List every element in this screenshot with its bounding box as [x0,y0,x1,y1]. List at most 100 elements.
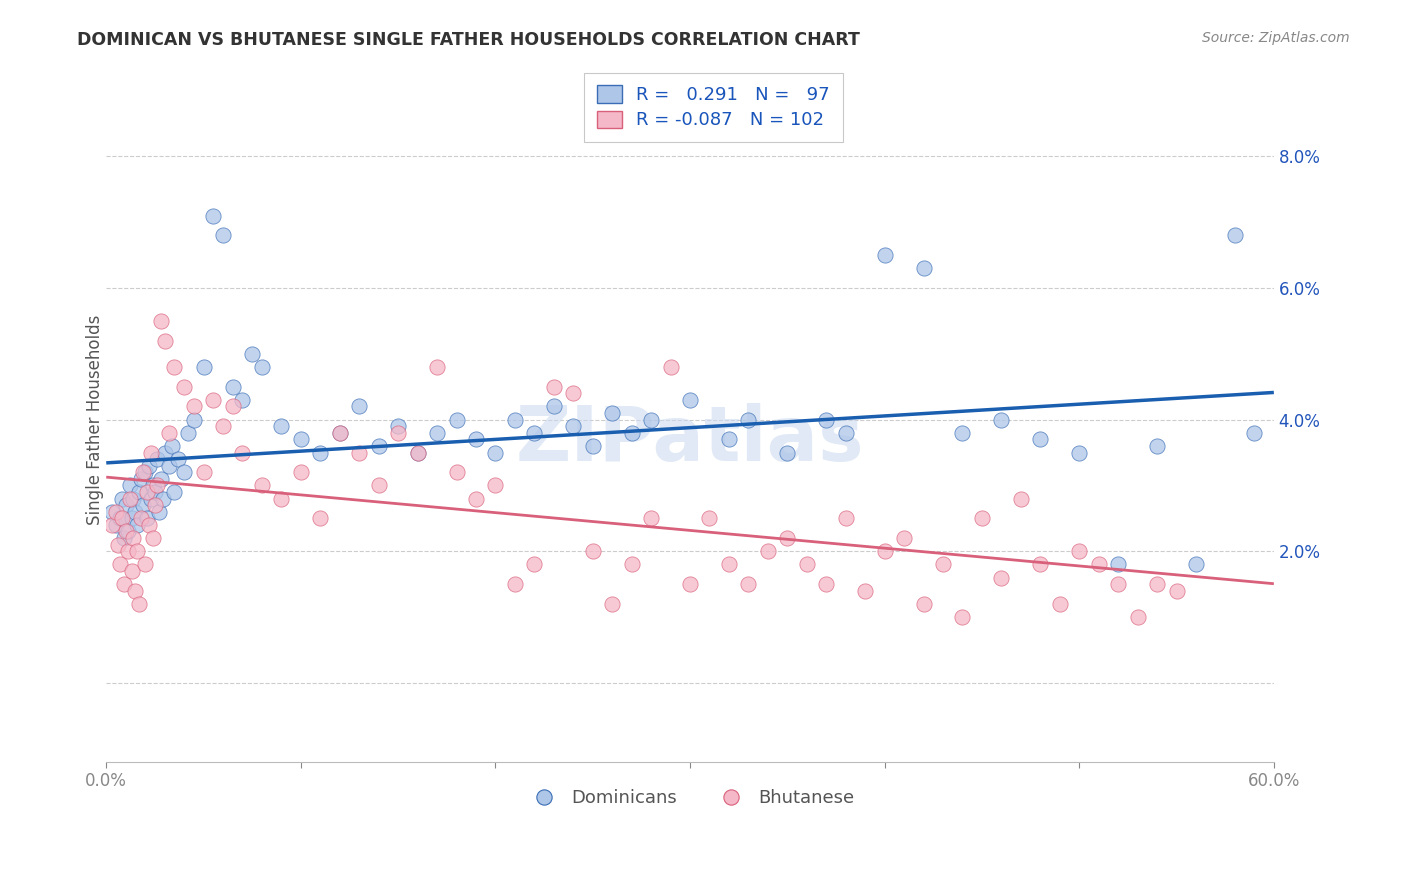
Point [446,412,468,426]
Point [699,511,721,525]
Point [231,445,253,459]
Point [329,425,352,440]
Text: Source: ZipAtlas.com: Source: ZipAtlas.com [1202,31,1350,45]
Point [138,517,160,532]
Point [1146,439,1168,453]
Point [503,412,526,426]
Point [1029,558,1052,572]
Point [600,597,623,611]
Point [132,498,155,512]
Point [124,583,146,598]
Point [853,583,876,598]
Point [406,445,429,459]
Point [717,558,740,572]
Point [873,544,896,558]
Point [679,577,702,591]
Point [134,465,156,479]
Point [290,433,312,447]
Point [620,558,643,572]
Point [465,433,488,447]
Point [108,558,131,572]
Point [406,445,429,459]
Point [183,400,205,414]
Point [138,458,160,473]
Point [426,359,449,374]
Point [177,425,200,440]
Point [776,445,799,459]
Point [367,439,389,453]
Point [912,597,935,611]
Point [932,558,955,572]
Point [270,419,292,434]
Point [465,491,488,506]
Point [117,544,139,558]
Point [153,445,176,459]
Point [446,465,468,479]
Point [142,531,165,545]
Point [1107,577,1129,591]
Point [659,359,682,374]
Point [990,412,1012,426]
Point [250,359,273,374]
Text: ZIPatlas: ZIPatlas [516,403,865,477]
Point [101,505,124,519]
Point [270,491,292,506]
Point [111,511,134,525]
Point [1010,491,1032,506]
Point [202,392,225,407]
Point [815,412,838,426]
Point [148,505,170,519]
Point [157,425,180,440]
Point [183,412,205,426]
Point [122,491,145,506]
Point [309,511,332,525]
Point [193,465,215,479]
Point [162,439,184,453]
Point [163,485,186,500]
Point [756,544,779,558]
Point [1223,228,1246,243]
Point [952,425,974,440]
Point [108,511,131,525]
Point [118,478,141,492]
Point [990,570,1012,584]
Point [122,531,145,545]
Point [970,511,993,525]
Point [142,478,165,492]
Point [387,419,409,434]
Point [121,564,143,578]
Point [873,248,896,262]
Legend: Dominicans, Bhutanese: Dominicans, Bhutanese [519,782,862,814]
Point [835,425,858,440]
Point [112,531,135,545]
Point [562,419,585,434]
Point [149,314,172,328]
Point [484,445,506,459]
Point [387,425,409,440]
Point [111,491,134,506]
Point [139,491,162,506]
Point [231,392,253,407]
Point [112,577,135,591]
Y-axis label: Single Father Households: Single Father Households [86,314,104,524]
Point [143,498,166,512]
Point [117,524,139,539]
Point [600,406,623,420]
Point [152,491,174,506]
Point [128,597,150,611]
Point [737,412,759,426]
Point [146,478,169,492]
Point [157,458,180,473]
Point [737,577,759,591]
Point [107,538,129,552]
Point [347,445,370,459]
Point [426,425,449,440]
Point [104,505,127,519]
Point [640,511,662,525]
Point [290,465,312,479]
Point [1243,425,1265,440]
Point [139,445,162,459]
Point [640,412,662,426]
Point [136,485,159,500]
Point [163,359,186,374]
